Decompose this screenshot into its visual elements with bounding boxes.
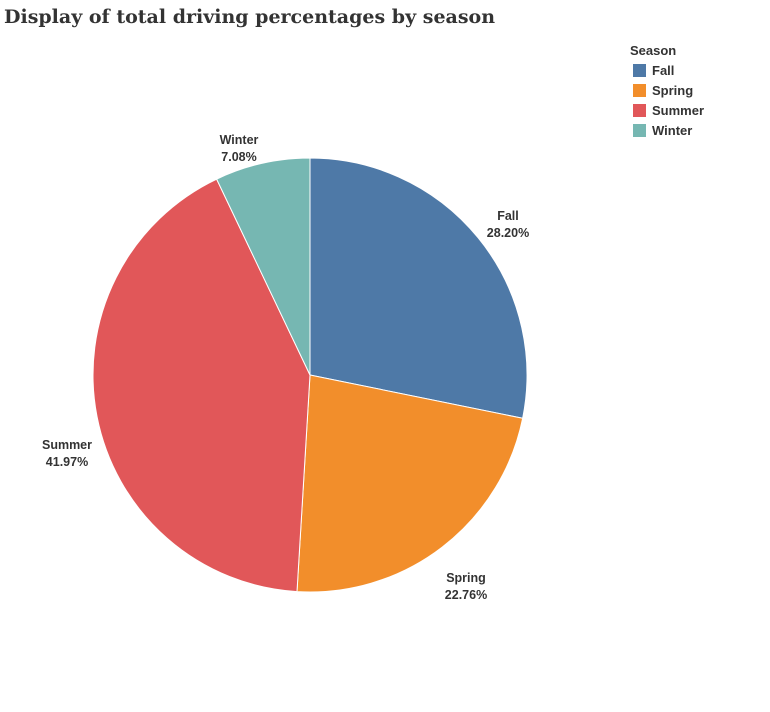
legend-item-winter[interactable]: Winter (630, 120, 704, 140)
legend-item-summer[interactable]: Summer (630, 100, 704, 120)
slice-value-fall: 28.20% (487, 226, 529, 240)
legend-label: Fall (652, 62, 675, 78)
legend-swatch (633, 123, 646, 137)
legend-title: Season (630, 43, 677, 58)
legend: Season Fall Spring Summer Winter (630, 43, 704, 140)
legend-label: Spring (652, 82, 694, 98)
chart-title: Display of total driving percentages by … (4, 6, 496, 28)
pie-slice-summer[interactable] (92, 178, 311, 593)
legend-item-spring[interactable]: Spring (630, 80, 704, 100)
slice-label-winter: Winter (220, 133, 259, 147)
legend-item-fall[interactable]: Fall (630, 60, 704, 80)
pie-slice-winter[interactable] (215, 157, 311, 376)
legend-label: Summer (652, 102, 705, 118)
legend-swatch (633, 63, 646, 77)
slice-label-summer: Summer (42, 438, 92, 452)
legend-swatch (633, 103, 646, 117)
slice-value-summer: 41.97% (46, 455, 88, 469)
slice-label-spring: Spring (446, 571, 486, 585)
legend-label: Winter (652, 122, 693, 138)
legend-swatch (633, 83, 646, 97)
pie-slice-fall[interactable] (309, 157, 528, 419)
slice-label-fall: Fall (497, 209, 519, 223)
pie-slice-spring[interactable] (296, 374, 524, 593)
slice-value-spring: 22.76% (445, 588, 487, 602)
slice-value-winter: 7.08% (221, 150, 256, 164)
